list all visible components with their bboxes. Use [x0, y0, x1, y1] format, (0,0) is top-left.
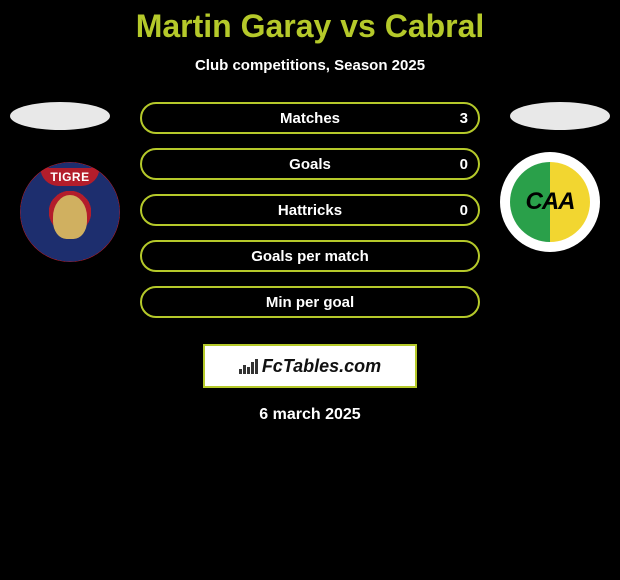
stat-right-value: 0: [460, 202, 468, 219]
chart-icon: [239, 358, 258, 374]
comparison-area: CAA Matches 3 Goals 0 Hattricks 0 Goals …: [0, 102, 620, 442]
left-club-logo: [20, 162, 120, 262]
date-line: 6 march 2025: [0, 406, 620, 424]
stat-row-hattricks: Hattricks 0: [140, 194, 480, 226]
stat-row-goals-per-match: Goals per match: [140, 240, 480, 272]
stat-label: Hattricks: [278, 202, 342, 219]
stat-row-goals: Goals 0: [140, 148, 480, 180]
stat-label: Min per goal: [266, 294, 354, 311]
left-player-silhouette: [10, 102, 110, 130]
stat-row-min-per-goal: Min per goal: [140, 286, 480, 318]
brand-badge[interactable]: FcTables.com: [203, 344, 417, 388]
right-player-silhouette: [510, 102, 610, 130]
stats-column: Matches 3 Goals 0 Hattricks 0 Goals per …: [140, 102, 480, 318]
subtitle: Club competitions, Season 2025: [0, 57, 620, 74]
caa-logo-text: CAA: [526, 188, 575, 216]
stat-label: Goals: [289, 156, 331, 173]
right-club-logo: CAA: [500, 152, 600, 252]
stat-right-value: 0: [460, 156, 468, 173]
stat-label: Matches: [280, 110, 340, 127]
stat-label: Goals per match: [251, 248, 369, 265]
page-title: Martin Garay vs Cabral: [0, 0, 620, 45]
caa-inner-circle: CAA: [510, 162, 590, 242]
stat-right-value: 3: [460, 110, 468, 127]
stat-row-matches: Matches 3: [140, 102, 480, 134]
brand-label: FcTables.com: [262, 356, 381, 377]
